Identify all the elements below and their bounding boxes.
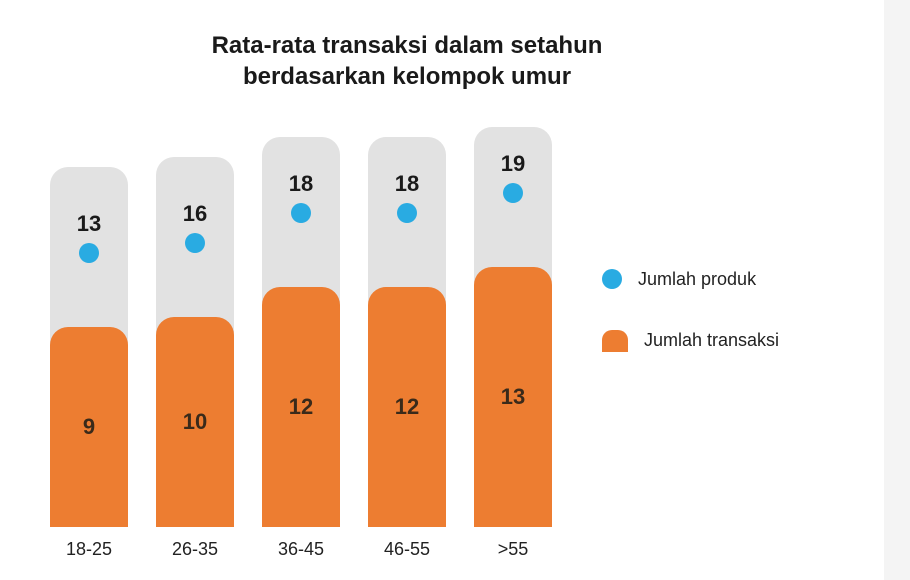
right-gutter	[884, 0, 910, 580]
legend-item-dot: Jumlah produk	[602, 269, 779, 290]
x-axis-label: 46-55	[384, 539, 430, 560]
dot-marker: 19	[474, 151, 552, 203]
bar-column: 181236-45	[262, 137, 340, 560]
dot-icon	[291, 203, 311, 223]
bar-column: 1913>55	[474, 127, 552, 560]
bar-column: 181246-55	[368, 137, 446, 560]
bar-track: 1812	[262, 137, 340, 527]
chart-title: Rata-rata transaksi dalam setahun berdas…	[50, 30, 844, 92]
bar-track: 1610	[156, 157, 234, 527]
chart-title-line2: berdasarkan kelompok umur	[243, 63, 571, 90]
x-axis-label: >55	[498, 539, 529, 560]
bar-fill: 13	[474, 267, 552, 527]
bar-value-label: 10	[183, 409, 207, 435]
legend-dot-icon	[602, 269, 622, 289]
dot-value-label: 16	[183, 201, 207, 227]
bar-track: 1913	[474, 127, 552, 527]
bars-area: 13918-25161026-35181236-45181246-551913>…	[50, 120, 552, 560]
x-axis-label: 18-25	[66, 539, 112, 560]
bar-fill: 9	[50, 327, 128, 527]
x-axis-label: 36-45	[278, 539, 324, 560]
legend-bar-icon	[602, 330, 628, 352]
legend-item-bar: Jumlah transaksi	[602, 330, 779, 352]
bar-fill: 12	[368, 287, 446, 527]
bar-value-label: 9	[83, 414, 95, 440]
bar-track: 13 9	[50, 167, 128, 527]
legend-dot-label: Jumlah produk	[638, 269, 756, 290]
bar-column: 13 9 18-25	[50, 167, 128, 560]
legend-bar-label: Jumlah transaksi	[644, 330, 779, 351]
dot-marker: 13	[50, 211, 128, 263]
bar-value-label: 12	[289, 394, 313, 420]
bar-track: 1812	[368, 137, 446, 527]
legend: Jumlah produk Jumlah transaksi	[602, 120, 779, 560]
dot-value-label: 18	[395, 171, 419, 197]
dot-value-label: 13	[77, 211, 101, 237]
x-axis-label: 26-35	[172, 539, 218, 560]
chart-title-line1: Rata-rata transaksi dalam setahun	[212, 32, 603, 59]
dot-icon	[397, 203, 417, 223]
bar-column: 161026-35	[156, 157, 234, 560]
dot-marker: 18	[262, 171, 340, 223]
dot-icon	[503, 183, 523, 203]
dot-marker: 18	[368, 171, 446, 223]
dot-marker: 16	[156, 201, 234, 253]
dot-value-label: 18	[289, 171, 313, 197]
dot-icon	[185, 233, 205, 253]
chart-container: Rata-rata transaksi dalam setahun berdas…	[0, 0, 884, 580]
bar-fill: 12	[262, 287, 340, 527]
dot-icon	[79, 243, 99, 263]
bar-value-label: 12	[395, 394, 419, 420]
bar-value-label: 13	[501, 384, 525, 410]
plot-row: 13918-25161026-35181236-45181246-551913>…	[50, 120, 844, 560]
dot-value-label: 19	[501, 151, 525, 177]
bar-fill: 10	[156, 317, 234, 527]
